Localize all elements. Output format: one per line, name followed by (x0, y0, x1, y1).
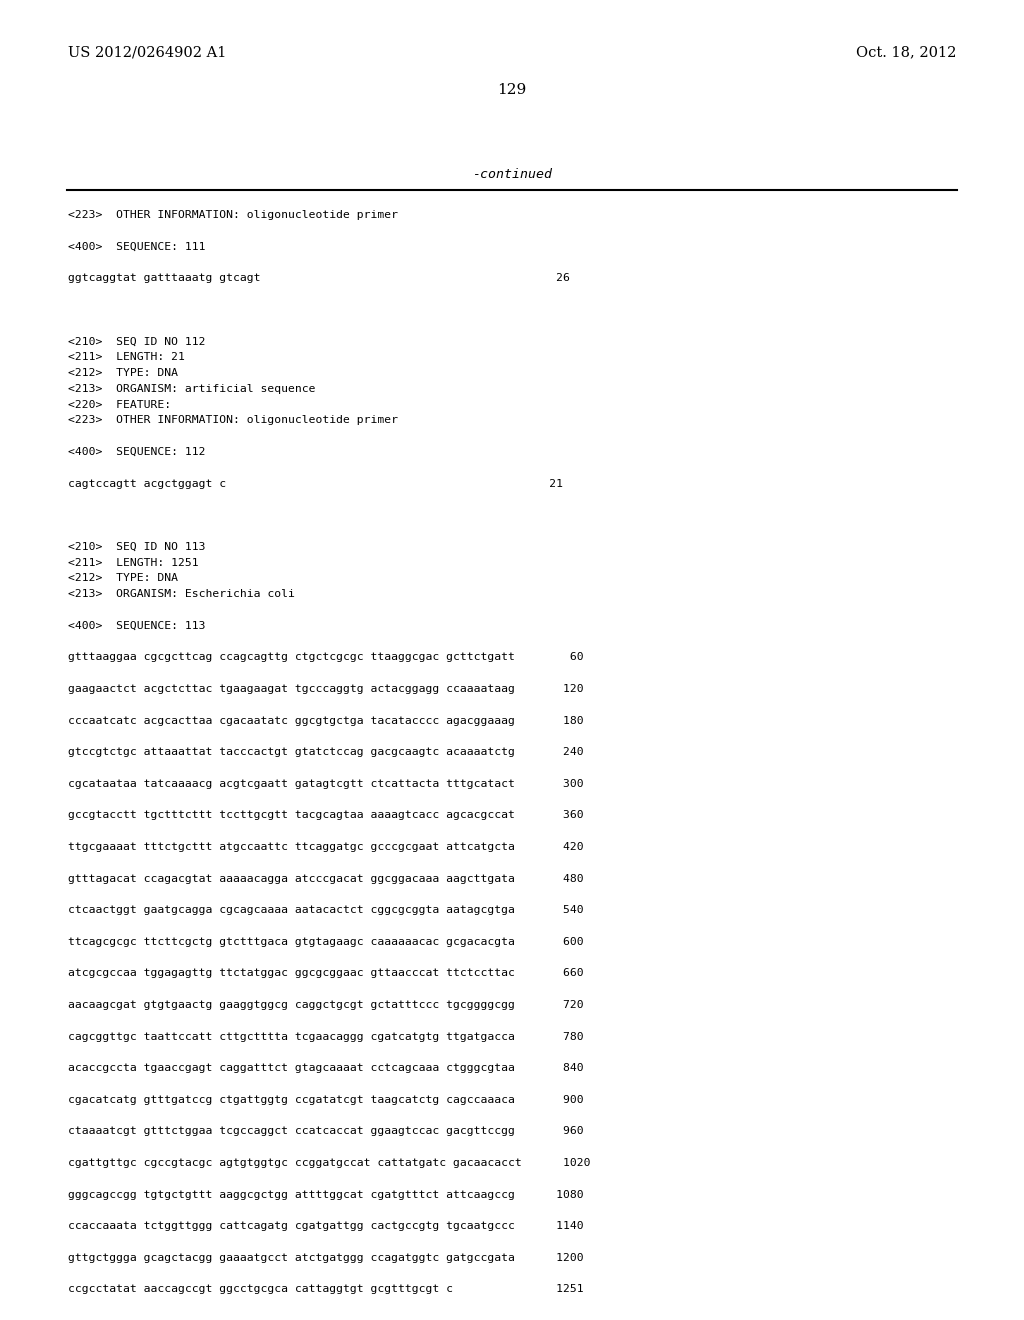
Text: gtccgtctgc attaaattat tacccactgt gtatctccag gacgcaagtc acaaaatctg       240: gtccgtctgc attaaattat tacccactgt gtatctc… (68, 747, 584, 758)
Text: <211>  LENGTH: 1251: <211> LENGTH: 1251 (68, 557, 199, 568)
Text: <212>  TYPE: DNA: <212> TYPE: DNA (68, 368, 178, 378)
Text: acaccgccta tgaaccgagt caggatttct gtagcaaaat cctcagcaaa ctgggcgtaa       840: acaccgccta tgaaccgagt caggatttct gtagcaa… (68, 1063, 584, 1073)
Text: gtttagacat ccagacgtat aaaaacagga atcccgacat ggcggacaaa aagcttgata       480: gtttagacat ccagacgtat aaaaacagga atcccga… (68, 874, 584, 883)
Text: <223>  OTHER INFORMATION: oligonucleotide primer: <223> OTHER INFORMATION: oligonucleotide… (68, 416, 398, 425)
Text: cagcggttgc taattccatt cttgctttta tcgaacaggg cgatcatgtg ttgatgacca       780: cagcggttgc taattccatt cttgctttta tcgaaca… (68, 1032, 584, 1041)
Text: <210>  SEQ ID NO 112: <210> SEQ ID NO 112 (68, 337, 206, 346)
Text: ccaccaaata tctggttggg cattcagatg cgatgattgg cactgccgtg tgcaatgccc      1140: ccaccaaata tctggttggg cattcagatg cgatgat… (68, 1221, 584, 1232)
Text: ttcagcgcgc ttcttcgctg gtctttgaca gtgtagaagc caaaaaacac gcgacacgta       600: ttcagcgcgc ttcttcgctg gtctttgaca gtgtaga… (68, 937, 584, 946)
Text: <400>  SEQUENCE: 112: <400> SEQUENCE: 112 (68, 447, 206, 457)
Text: gccgtacctt tgctttcttt tccttgcgtt tacgcagtaa aaaagtcacc agcacgccat       360: gccgtacctt tgctttcttt tccttgcgtt tacgcag… (68, 810, 584, 821)
Text: <213>  ORGANISM: Escherichia coli: <213> ORGANISM: Escherichia coli (68, 589, 295, 599)
Text: gaagaactct acgctcttac tgaagaagat tgcccaggtg actacggagg ccaaaataag       120: gaagaactct acgctcttac tgaagaagat tgcccag… (68, 684, 584, 694)
Text: <211>  LENGTH: 21: <211> LENGTH: 21 (68, 352, 185, 362)
Text: ctcaactggt gaatgcagga cgcagcaaaa aatacactct cggcgcggta aatagcgtga       540: ctcaactggt gaatgcagga cgcagcaaaa aatacac… (68, 906, 584, 915)
Text: Oct. 18, 2012: Oct. 18, 2012 (856, 45, 956, 59)
Text: -continued: -continued (472, 169, 552, 181)
Text: <213>  ORGANISM: artificial sequence: <213> ORGANISM: artificial sequence (68, 384, 315, 393)
Text: ggtcaggtat gatttaaatg gtcagt                                           26: ggtcaggtat gatttaaatg gtcagt 26 (68, 273, 570, 284)
Text: <400>  SEQUENCE: 111: <400> SEQUENCE: 111 (68, 242, 206, 252)
Text: <220>  FEATURE:: <220> FEATURE: (68, 400, 171, 409)
Text: ttgcgaaaat tttctgcttt atgccaattc ttcaggatgc gcccgcgaat attcatgcta       420: ttgcgaaaat tttctgcttt atgccaattc ttcagga… (68, 842, 584, 851)
Text: ctaaaatcgt gtttctggaa tcgccaggct ccatcaccat ggaagtccac gacgttccgg       960: ctaaaatcgt gtttctggaa tcgccaggct ccatcac… (68, 1126, 584, 1137)
Text: cgattgttgc cgccgtacgc agtgtggtgc ccggatgccat cattatgatc gacaacacct      1020: cgattgttgc cgccgtacgc agtgtggtgc ccggatg… (68, 1158, 591, 1168)
Text: atcgcgccaa tggagagttg ttctatggac ggcgcggaac gttaacccat ttctccttac       660: atcgcgccaa tggagagttg ttctatggac ggcgcgg… (68, 969, 584, 978)
Text: gtttaaggaa cgcgcttcag ccagcagttg ctgctcgcgc ttaaggcgac gcttctgatt        60: gtttaaggaa cgcgcttcag ccagcagttg ctgctcg… (68, 652, 584, 663)
Text: US 2012/0264902 A1: US 2012/0264902 A1 (68, 45, 226, 59)
Text: gggcagccgg tgtgctgttt aaggcgctgg attttggcat cgatgtttct attcaagccg      1080: gggcagccgg tgtgctgttt aaggcgctgg attttgg… (68, 1189, 584, 1200)
Text: cgacatcatg gtttgatccg ctgattggtg ccgatatcgt taagcatctg cagccaaaca       900: cgacatcatg gtttgatccg ctgattggtg ccgatat… (68, 1094, 584, 1105)
Text: <223>  OTHER INFORMATION: oligonucleotide primer: <223> OTHER INFORMATION: oligonucleotide… (68, 210, 398, 220)
Text: cccaatcatc acgcacttaa cgacaatatc ggcgtgctga tacatacccc agacggaaag       180: cccaatcatc acgcacttaa cgacaatatc ggcgtgc… (68, 715, 584, 726)
Text: ccgcctatat aaccagccgt ggcctgcgca cattaggtgt gcgtttgcgt c               1251: ccgcctatat aaccagccgt ggcctgcgca cattagg… (68, 1284, 584, 1295)
Text: <400>  SEQUENCE: 113: <400> SEQUENCE: 113 (68, 620, 206, 631)
Text: <212>  TYPE: DNA: <212> TYPE: DNA (68, 573, 178, 583)
Text: cagtccagtt acgctggagt c                                               21: cagtccagtt acgctggagt c 21 (68, 479, 563, 488)
Text: aacaagcgat gtgtgaactg gaaggtggcg caggctgcgt gctatttccc tgcggggcgg       720: aacaagcgat gtgtgaactg gaaggtggcg caggctg… (68, 1001, 584, 1010)
Text: cgcataataa tatcaaaacg acgtcgaatt gatagtcgtt ctcattacta tttgcatact       300: cgcataataa tatcaaaacg acgtcgaatt gatagtc… (68, 779, 584, 789)
Text: <210>  SEQ ID NO 113: <210> SEQ ID NO 113 (68, 541, 206, 552)
Text: gttgctggga gcagctacgg gaaaatgcct atctgatggg ccagatggtc gatgccgata      1200: gttgctggga gcagctacgg gaaaatgcct atctgat… (68, 1253, 584, 1263)
Text: 129: 129 (498, 83, 526, 96)
